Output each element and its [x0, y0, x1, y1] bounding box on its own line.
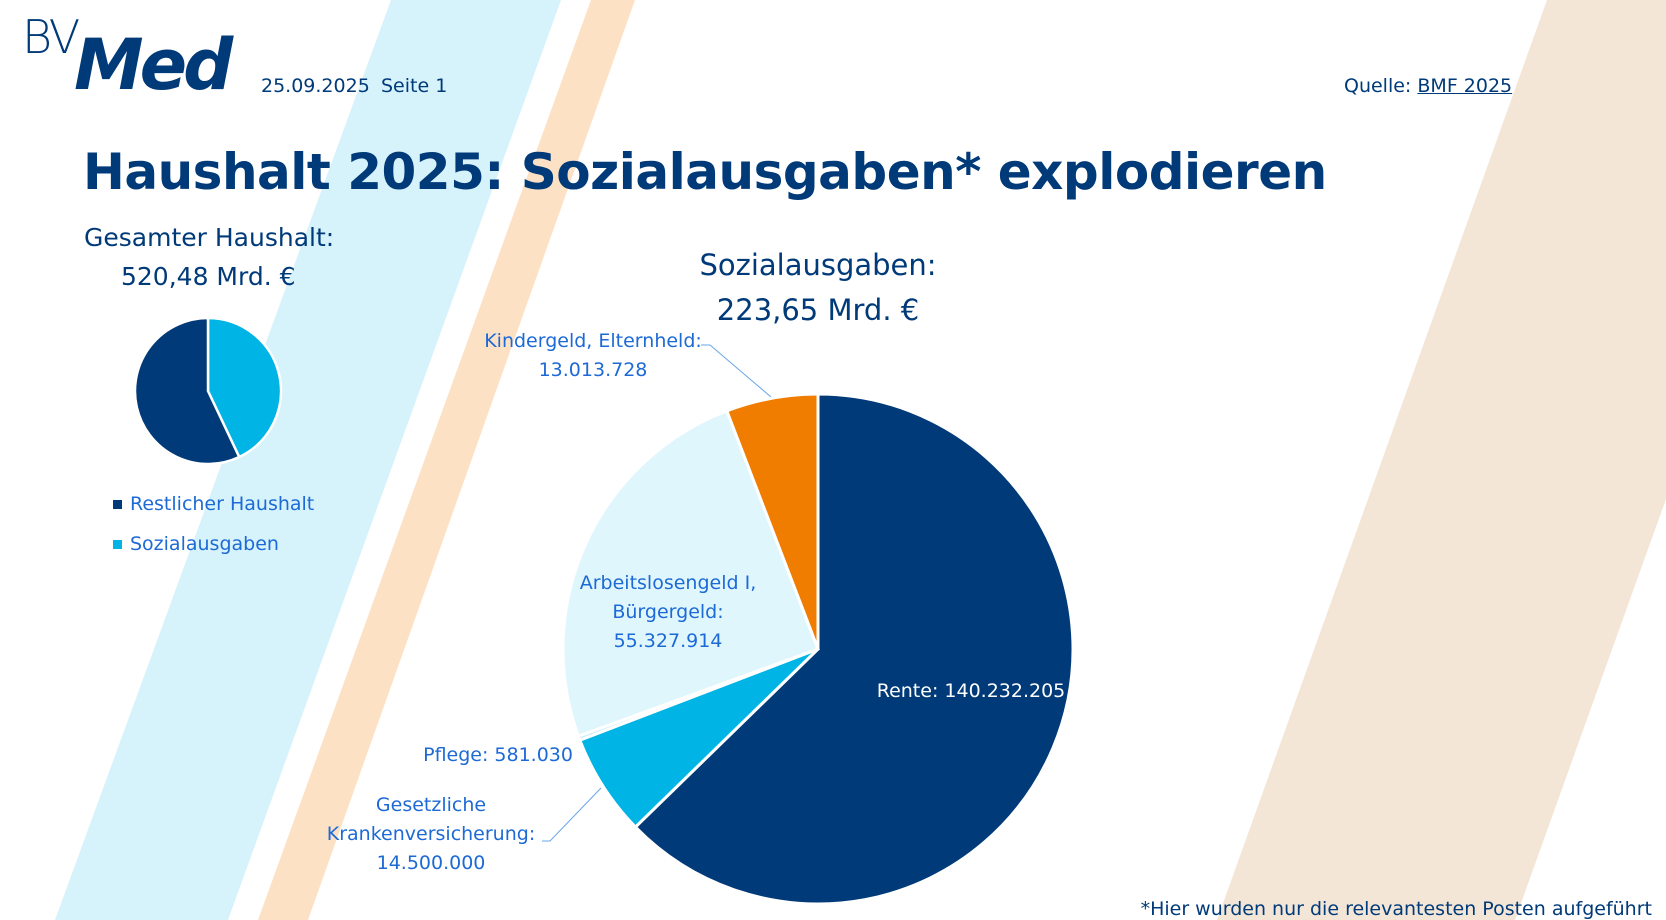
label-gkv-line1: Gesetzliche: [375, 794, 487, 816]
beige-stripe: [1217, 0, 1666, 920]
label-kindergeld-value: 13.013.728: [538, 359, 648, 381]
orange-stripe: [258, 0, 635, 920]
label-kindergeld: Kindergeld, Elternheld: 13.013.728: [484, 327, 702, 385]
big-pie-chart: [561, 392, 1075, 906]
legend-swatch-restlicher: [113, 500, 122, 509]
pie-slice-rente: [633, 392, 1075, 906]
label-gkv: Gesetzliche Krankenversicherung: 14.500.…: [327, 791, 535, 878]
logo-bv: BV: [22, 10, 80, 64]
source-link[interactable]: BMF 2025: [1417, 75, 1513, 97]
big-pie-total: 223,65 Mrd. €: [716, 293, 920, 327]
page-title: Haushalt 2025: Sozialausgaben* explodier…: [83, 143, 1327, 201]
small-pie-total: 520,48 Mrd. €: [121, 262, 296, 291]
label-gkv-line2: Krankenversicherung:: [326, 823, 536, 845]
legend-item-sozial: Sozialausgaben: [130, 533, 279, 555]
pie-slice-sozialausgaben: [206, 316, 283, 459]
leader-line-gkv: [542, 787, 602, 842]
label-rente: Rente: 140.232.205: [876, 680, 1066, 702]
label-gkv-value: 14.500.000: [376, 852, 486, 874]
label-alg-line1: Arbeitslosengeld I,: [579, 572, 757, 594]
logo-med: Med: [74, 24, 233, 106]
label-alg-line2: Bürgergeld:: [612, 601, 724, 623]
source-label: Quelle:: [1344, 75, 1412, 97]
legend-item-restlicher: Restlicher Haushalt: [130, 493, 315, 515]
pie-slice-kindergeld-elternheld: [724, 392, 820, 650]
date: 25.09.2025: [261, 75, 370, 97]
light-blue-stripe: [55, 0, 561, 920]
leader-line-kindergeld: [701, 344, 772, 398]
small-pie-chart: [133, 316, 283, 466]
label-kindergeld-name: Kindergeld, Elternheld:: [484, 330, 702, 352]
legend-swatch-sozial: [113, 540, 122, 549]
label-alg: Arbeitslosengeld I, Bürgergeld: 55.327.9…: [580, 569, 757, 656]
pie-slice-arbeitslosengeld-i-bürgergeld: [561, 408, 820, 739]
big-pie-title: Sozialausgaben:: [699, 248, 937, 282]
footnote: *Hier wurden nur die relevantesten Poste…: [1140, 898, 1652, 920]
label-pflege: Pflege: 581.030: [423, 744, 573, 766]
small-pie-title: Gesamter Haushalt:: [84, 223, 335, 252]
pie-slice-restlicher-haushalt: [133, 316, 241, 466]
source: Quelle: BMF 2025: [1344, 75, 1512, 97]
page-number: Seite 1: [381, 75, 448, 97]
label-alg-value: 55.327.914: [613, 630, 723, 652]
